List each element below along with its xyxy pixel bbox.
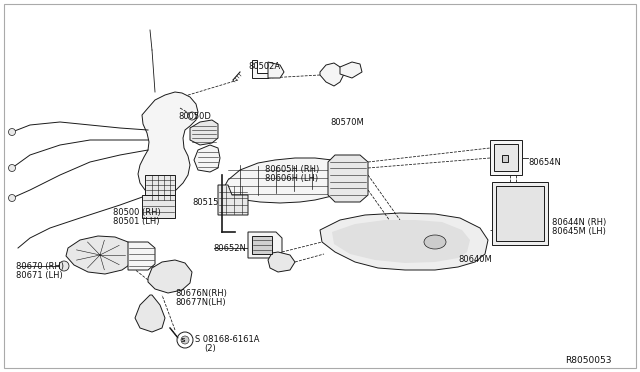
- Text: 80501 (LH): 80501 (LH): [113, 217, 159, 226]
- Polygon shape: [248, 232, 282, 258]
- Polygon shape: [142, 195, 175, 218]
- Text: R8050053: R8050053: [565, 356, 611, 365]
- Circle shape: [8, 195, 15, 202]
- Text: 80050D: 80050D: [178, 112, 211, 121]
- Polygon shape: [502, 155, 508, 162]
- Text: 80640M: 80640M: [458, 255, 492, 264]
- Circle shape: [8, 128, 15, 135]
- Text: 80515: 80515: [192, 198, 218, 207]
- Polygon shape: [320, 213, 488, 270]
- Polygon shape: [220, 158, 352, 203]
- Ellipse shape: [424, 235, 446, 249]
- Text: 80644N (RH): 80644N (RH): [552, 218, 606, 227]
- Polygon shape: [490, 140, 522, 175]
- Polygon shape: [66, 236, 135, 274]
- Polygon shape: [190, 120, 218, 145]
- Polygon shape: [218, 185, 248, 215]
- Polygon shape: [252, 60, 268, 78]
- Text: 80671 (LH): 80671 (LH): [16, 271, 63, 280]
- Text: 80645M (LH): 80645M (LH): [552, 227, 606, 236]
- Text: 80606H (LH): 80606H (LH): [265, 174, 318, 183]
- Circle shape: [177, 332, 193, 348]
- Text: (2): (2): [204, 344, 216, 353]
- Text: 80605H (RH): 80605H (RH): [265, 165, 319, 174]
- Polygon shape: [332, 220, 470, 263]
- Text: 80676N(RH): 80676N(RH): [175, 289, 227, 298]
- Polygon shape: [494, 144, 518, 171]
- Circle shape: [181, 336, 189, 344]
- Text: 80502A: 80502A: [248, 62, 280, 71]
- Polygon shape: [496, 186, 544, 241]
- Polygon shape: [194, 145, 220, 172]
- Polygon shape: [135, 295, 165, 332]
- Polygon shape: [328, 155, 368, 202]
- Text: S 08168-6161A: S 08168-6161A: [195, 335, 259, 344]
- Polygon shape: [145, 175, 175, 200]
- Text: 80670 (RH): 80670 (RH): [16, 262, 64, 271]
- Polygon shape: [138, 92, 198, 197]
- Text: 80570M: 80570M: [330, 118, 364, 127]
- Polygon shape: [268, 252, 295, 272]
- Polygon shape: [340, 62, 362, 78]
- Circle shape: [188, 112, 196, 120]
- Polygon shape: [268, 62, 284, 78]
- Text: S: S: [180, 337, 186, 343]
- Polygon shape: [320, 63, 344, 86]
- Circle shape: [59, 261, 69, 271]
- Text: 80652N: 80652N: [213, 244, 246, 253]
- Text: 80677N(LH): 80677N(LH): [175, 298, 226, 307]
- Polygon shape: [252, 236, 272, 254]
- Circle shape: [8, 164, 15, 171]
- Polygon shape: [128, 242, 155, 270]
- Polygon shape: [148, 260, 192, 293]
- Text: 80500 (RH): 80500 (RH): [113, 208, 161, 217]
- Polygon shape: [492, 182, 548, 245]
- Text: 80654N: 80654N: [528, 158, 561, 167]
